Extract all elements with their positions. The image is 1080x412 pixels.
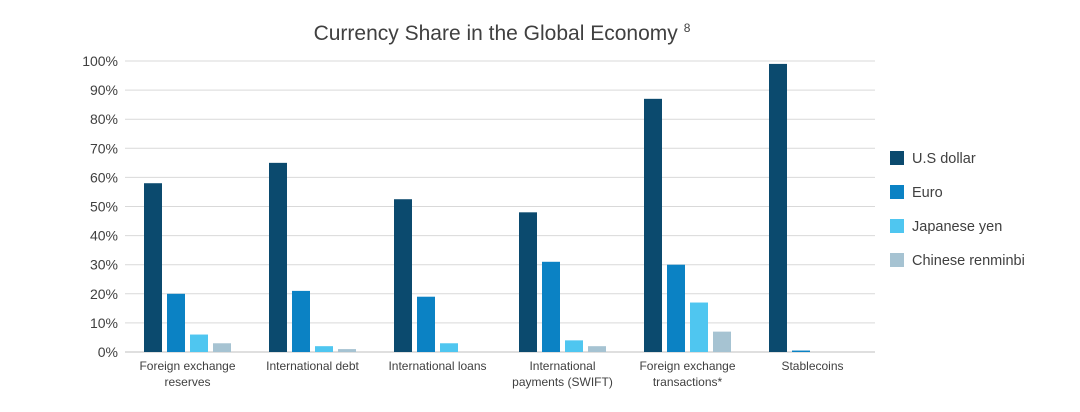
- y-tick-label: 70%: [90, 140, 118, 156]
- bar: [667, 264, 685, 352]
- bar: [565, 340, 583, 352]
- x-category-label: Stablecoins: [781, 359, 843, 373]
- bar: [713, 331, 731, 352]
- bar: [542, 261, 560, 352]
- y-tick-label: 20%: [90, 286, 118, 302]
- bar: [144, 183, 162, 352]
- bar: [190, 334, 208, 352]
- x-category-label: International debt: [266, 359, 359, 373]
- bar: [769, 63, 787, 352]
- chart-title-superscript: 8: [684, 21, 691, 35]
- legend-swatch: [890, 219, 904, 233]
- bar: [792, 350, 810, 352]
- gridlines: [125, 60, 875, 353]
- y-tick-label: 80%: [90, 111, 118, 127]
- x-category-label: International loans: [388, 359, 486, 373]
- bar: [690, 302, 708, 352]
- legend-swatch: [890, 253, 904, 267]
- chart-title-text: Currency Share in the Global Economy: [314, 22, 679, 45]
- y-tick-label: 10%: [90, 315, 118, 331]
- bar: [440, 343, 458, 352]
- bar: [269, 162, 287, 352]
- y-tick-label: 40%: [90, 228, 118, 244]
- y-tick-label: 90%: [90, 82, 118, 98]
- legend-label: U.S dollar: [912, 151, 976, 167]
- y-tick-label: 60%: [90, 169, 118, 185]
- legend-label: Japanese yen: [912, 219, 1002, 235]
- bar: [167, 293, 185, 352]
- legend: U.S dollar Euro Japanese yen Chinese renmin…: [890, 151, 1025, 269]
- chart-title: Currency Share in the Global Economy 8: [314, 21, 691, 45]
- x-category-label: payments (SWIFT): [512, 375, 613, 389]
- bar: [338, 349, 356, 352]
- legend-swatch: [890, 151, 904, 165]
- y-axis-ticks: 0% 10% 20% 30% 40% 50% 60% 70% 80% 90% 100%: [82, 53, 118, 360]
- legend-label: Chinese renminbi: [912, 253, 1025, 269]
- bar: [588, 346, 606, 352]
- x-axis-category-labels: Foreign exchange reserves International de…: [139, 359, 843, 389]
- bar: [644, 98, 662, 352]
- bars: [144, 63, 810, 352]
- legend-swatch: [890, 185, 904, 199]
- x-category-label: Foreign exchange: [639, 359, 735, 373]
- y-tick-label: 30%: [90, 257, 118, 273]
- x-category-label: transactions*: [653, 375, 723, 389]
- bar: [292, 290, 310, 352]
- bar: [315, 346, 333, 352]
- bar: [519, 212, 537, 352]
- x-category-label: International: [529, 359, 595, 373]
- legend-label: Euro: [912, 185, 943, 201]
- bar: [213, 343, 231, 352]
- y-tick-label: 50%: [90, 199, 118, 215]
- y-tick-label: 0%: [98, 344, 118, 360]
- x-category-label: reserves: [164, 375, 210, 389]
- bar: [417, 296, 435, 352]
- bar: [394, 199, 412, 352]
- y-tick-label: 100%: [82, 53, 118, 69]
- x-category-label: Foreign exchange: [139, 359, 235, 373]
